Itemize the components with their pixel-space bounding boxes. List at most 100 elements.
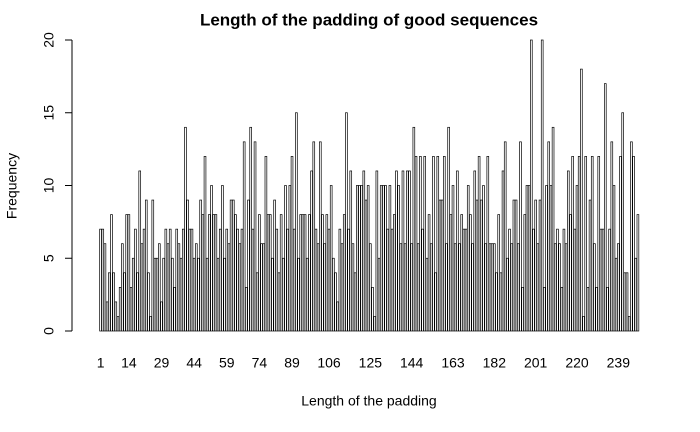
- y-tick-label: 5: [41, 254, 57, 262]
- bar: [477, 156, 481, 332]
- bar: [319, 141, 322, 332]
- bar: [136, 272, 139, 332]
- bar: [429, 243, 433, 332]
- bar: [203, 156, 207, 332]
- bar: [279, 214, 283, 332]
- bar: [327, 228, 331, 332]
- bar: [434, 272, 437, 332]
- bar: [336, 301, 339, 332]
- bar: [458, 243, 461, 332]
- bar: [242, 141, 246, 332]
- y-tick-label: 10: [41, 178, 57, 194]
- bar: [486, 156, 490, 332]
- bar: [131, 257, 135, 332]
- bar: [440, 199, 444, 332]
- bar: [271, 257, 274, 332]
- bar: [316, 243, 320, 332]
- bar: [258, 214, 261, 332]
- bar: [255, 272, 259, 332]
- x-tick-label: 59: [219, 355, 235, 371]
- bar: [547, 141, 550, 332]
- y-tick-label: 0: [41, 327, 57, 335]
- bar: [599, 228, 603, 332]
- bar: [225, 228, 229, 332]
- bar: [462, 228, 466, 332]
- bar: [573, 228, 577, 332]
- bar: [558, 243, 561, 332]
- bar: [360, 185, 363, 332]
- bar: [108, 272, 111, 332]
- bar: [275, 228, 279, 332]
- bar: [449, 214, 453, 332]
- bar: [201, 214, 205, 332]
- bar: [525, 185, 529, 332]
- bar: [205, 257, 209, 332]
- x-axis-label: Length of the padding: [301, 393, 436, 409]
- bar: [590, 156, 594, 332]
- bar: [240, 228, 244, 332]
- bar: [521, 287, 524, 332]
- bar: [369, 243, 372, 332]
- bar: [390, 228, 394, 332]
- bar: [277, 272, 281, 332]
- bar: [416, 243, 420, 332]
- bar: [493, 243, 496, 332]
- bar: [160, 301, 163, 332]
- bar: [221, 185, 224, 332]
- bar: [577, 156, 581, 332]
- bar: [460, 214, 463, 332]
- bar: [253, 141, 257, 332]
- x-tick-label: 239: [607, 355, 631, 371]
- bar: [168, 228, 172, 332]
- bar: [162, 257, 165, 332]
- bar: [164, 228, 168, 332]
- bar: [114, 301, 118, 332]
- bar: [551, 126, 555, 332]
- bar: [312, 141, 316, 332]
- bar: [314, 228, 318, 332]
- bar: [471, 243, 474, 332]
- bar: [292, 228, 296, 332]
- bar: [247, 199, 250, 332]
- bar: [232, 199, 235, 332]
- bar: [614, 257, 618, 332]
- bar: [155, 257, 159, 332]
- bar: [523, 214, 527, 332]
- bar: [419, 156, 422, 332]
- bar: [197, 257, 200, 332]
- y-axis-label: Frequency: [4, 153, 20, 219]
- bar: [229, 199, 233, 332]
- bar: [406, 170, 409, 332]
- bar: [621, 112, 624, 332]
- bar: [630, 141, 633, 332]
- bar: [338, 228, 342, 332]
- bar: [116, 316, 120, 332]
- bar: [408, 170, 411, 332]
- bar: [127, 214, 131, 332]
- bar: [134, 228, 137, 332]
- bar: [464, 228, 468, 332]
- bar: [299, 214, 302, 332]
- bar: [601, 228, 605, 332]
- bar: [227, 243, 231, 332]
- bar: [123, 272, 126, 332]
- x-tick-label: 163: [441, 355, 465, 371]
- bar: [353, 272, 357, 332]
- bar: [543, 287, 546, 332]
- bar: [236, 228, 239, 332]
- bar: [397, 185, 400, 332]
- bar: [266, 214, 270, 332]
- bar: [475, 199, 479, 332]
- bar: [410, 243, 413, 332]
- x-tick-label: 144: [400, 355, 424, 371]
- bar: [188, 228, 192, 332]
- bar: [351, 243, 355, 332]
- bar: [290, 156, 294, 332]
- bar: [604, 83, 607, 332]
- bar: [584, 156, 587, 332]
- bar: [575, 185, 579, 332]
- bar: [340, 243, 344, 332]
- bar: [349, 170, 353, 332]
- bar: [545, 185, 548, 332]
- bar: [125, 214, 128, 332]
